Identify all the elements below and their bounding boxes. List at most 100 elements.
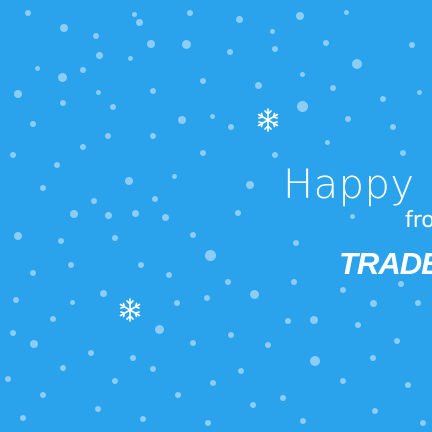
snow-dot: [190, 232, 196, 238]
snow-dot: [330, 85, 336, 91]
snow-dot: [355, 322, 361, 328]
snow-dot: [58, 73, 67, 82]
snow-dot: [390, 124, 396, 130]
snow-dot: [58, 238, 64, 244]
snow-dot: [60, 24, 68, 32]
snow-dot: [155, 325, 164, 334]
snow-dot: [394, 338, 400, 344]
snow-dot: [100, 290, 107, 297]
snow-dot: [93, 33, 99, 39]
snow-dot: [250, 290, 259, 299]
snow-dot: [228, 332, 234, 338]
snow-dot: [344, 10, 349, 15]
snow-dot: [30, 121, 36, 127]
snow-dot: [14, 232, 22, 240]
snow-dot: [265, 342, 271, 348]
snow-dot: [150, 366, 156, 372]
snow-dot: [96, 52, 103, 59]
snow-dot: [105, 212, 112, 219]
snowflake-icon: [257, 108, 279, 132]
snow-dot: [417, 90, 422, 95]
snow-dot: [297, 101, 308, 112]
snow-dot: [310, 316, 318, 324]
snow-dot: [272, 46, 278, 52]
snow-dot: [14, 90, 22, 98]
snow-dot: [70, 210, 78, 218]
snow-dot: [236, 16, 243, 23]
snow-dot: [30, 340, 38, 348]
snow-dot: [138, 262, 144, 268]
snow-dot: [210, 380, 216, 386]
snow-dot: [238, 368, 244, 374]
snow-dot: [350, 214, 355, 219]
snow-dot: [270, 29, 275, 34]
snow-dot: [50, 316, 56, 322]
snow-dot: [112, 235, 118, 241]
snow-dot: [174, 300, 180, 306]
snow-dot: [105, 133, 111, 139]
snow-dot: [400, 150, 406, 156]
snow-dot: [80, 144, 86, 150]
snow-dot: [225, 279, 231, 285]
snow-dot: [128, 56, 133, 61]
snow-dot: [95, 406, 101, 412]
snow-dot: [5, 376, 11, 382]
snow-dot: [68, 262, 74, 268]
snow-dot: [200, 150, 206, 156]
snow-dot: [30, 270, 36, 276]
snow-dot: [300, 72, 305, 77]
snow-dot: [372, 408, 378, 414]
snow-dot: [132, 12, 137, 17]
snow-dot: [172, 174, 177, 179]
snow-dot: [25, 10, 31, 16]
snow-dot: [112, 378, 118, 384]
snow-dot: [205, 250, 216, 261]
snow-dot: [136, 19, 143, 26]
snow-dot: [40, 392, 46, 398]
snow-dot: [60, 365, 66, 371]
snow-dot: [200, 78, 206, 84]
snow-dot: [398, 281, 404, 287]
greeting-text: Happy h: [283, 162, 432, 208]
snow-dot: [409, 42, 415, 48]
snow-dot: [370, 355, 376, 361]
snow-dot: [13, 297, 19, 303]
snow-dot: [370, 300, 377, 307]
snow-dot: [300, 418, 306, 424]
snow-dot: [10, 330, 16, 336]
snow-dot: [150, 88, 156, 94]
snow-dot: [340, 378, 346, 384]
snow-dot: [132, 210, 139, 217]
snow-dot: [420, 420, 426, 426]
snow-dot: [227, 49, 233, 55]
snow-dot: [340, 287, 346, 293]
snow-dot: [345, 116, 351, 122]
snow-dot: [285, 318, 291, 324]
snow-dot: [80, 67, 86, 73]
snow-dot: [352, 59, 362, 69]
snow-dot: [228, 124, 234, 130]
snow-dot: [296, 12, 304, 20]
snow-dot: [70, 300, 75, 305]
snow-dot: [178, 116, 186, 124]
snow-dot: [310, 356, 320, 366]
snow-dot: [162, 214, 169, 221]
snow-dot: [182, 40, 191, 49]
snow-dot: [190, 340, 196, 346]
snow-dot: [140, 416, 146, 422]
snow-dot: [125, 177, 133, 185]
snow-dot: [40, 185, 46, 191]
snow-dot: [147, 40, 155, 48]
snow-dot: [152, 196, 158, 202]
snow-dot: [293, 240, 299, 246]
snow-dot: [280, 395, 286, 401]
snow-dot: [88, 350, 94, 356]
snow-dot: [20, 415, 26, 421]
snow-dot: [166, 272, 172, 278]
snow-dot: [110, 104, 116, 110]
snow-dot: [250, 402, 256, 408]
snow-dot: [187, 10, 193, 16]
snow-dot: [380, 96, 386, 102]
snow-dot: [405, 382, 411, 388]
snow-dot: [35, 66, 40, 71]
